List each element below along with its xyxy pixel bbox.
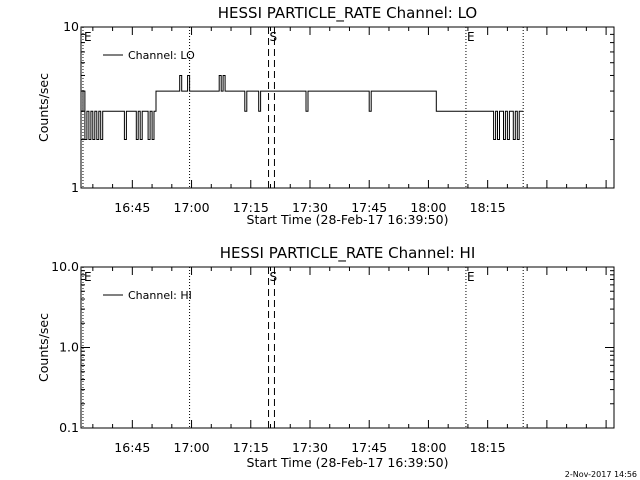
x-tick-label: 17:30 bbox=[292, 440, 328, 455]
x-tick-label: 18:15 bbox=[470, 200, 506, 215]
marker-label: S bbox=[270, 30, 278, 44]
plot-frame bbox=[80, 26, 615, 189]
y-tick-label: 0.1 bbox=[59, 420, 79, 435]
y-tick-label: 10.0 bbox=[51, 259, 79, 274]
chart-panel-1: 16:45 17:00 17:15 17:30 17:45 18:00 18:15 1 10 HE… bbox=[36, 4, 615, 227]
x-tick-label: 17:15 bbox=[233, 200, 269, 215]
x-tick-label: 17:00 bbox=[174, 200, 210, 215]
marker-label: S bbox=[270, 270, 278, 284]
y-tick-label: 1.0 bbox=[59, 340, 79, 355]
marker-label: E bbox=[467, 30, 475, 44]
legend-entry: Channel: LO bbox=[128, 49, 195, 62]
x-axis-label: Start Time (28-Feb-17 16:39:50) bbox=[247, 455, 449, 470]
footer-timestamp: 2-Nov-2017 14:56 bbox=[565, 470, 637, 479]
marker-label: E bbox=[84, 30, 92, 44]
x-tick-label: 18:00 bbox=[410, 440, 446, 455]
y-tick-label: 1 bbox=[71, 180, 79, 195]
y-axis-label: Counts/sec bbox=[36, 313, 51, 382]
y-tick-label: 10 bbox=[63, 19, 79, 34]
legend-entry: Channel: HI bbox=[128, 289, 192, 302]
x-tick-label: 16:45 bbox=[114, 200, 150, 215]
series-line bbox=[81, 75, 524, 140]
x-tick-label: 18:15 bbox=[470, 440, 506, 455]
chart-panel-2: 16:45 17:00 17:15 17:30 17:45 18:00 18:15 0.1 1.… bbox=[36, 244, 615, 470]
marker-label: E bbox=[84, 270, 92, 284]
x-tick-label: 17:15 bbox=[233, 440, 269, 455]
chart-title: HESSI PARTICLE_RATE Channel: LO bbox=[218, 4, 477, 23]
y-axis-label: Counts/sec bbox=[36, 73, 51, 142]
marker-label: E bbox=[467, 270, 475, 284]
x-tick-label: 16:45 bbox=[114, 440, 150, 455]
x-tick-label: 17:30 bbox=[292, 200, 328, 215]
x-axis-label: Start Time (28-Feb-17 16:39:50) bbox=[247, 212, 449, 227]
x-tick-label: 18:00 bbox=[410, 200, 446, 215]
x-tick-label: 17:00 bbox=[174, 440, 210, 455]
chart-title: HESSI PARTICLE_RATE Channel: HI bbox=[220, 244, 476, 263]
x-tick-label: 17:45 bbox=[351, 200, 387, 215]
x-tick-label: 17:45 bbox=[351, 440, 387, 455]
